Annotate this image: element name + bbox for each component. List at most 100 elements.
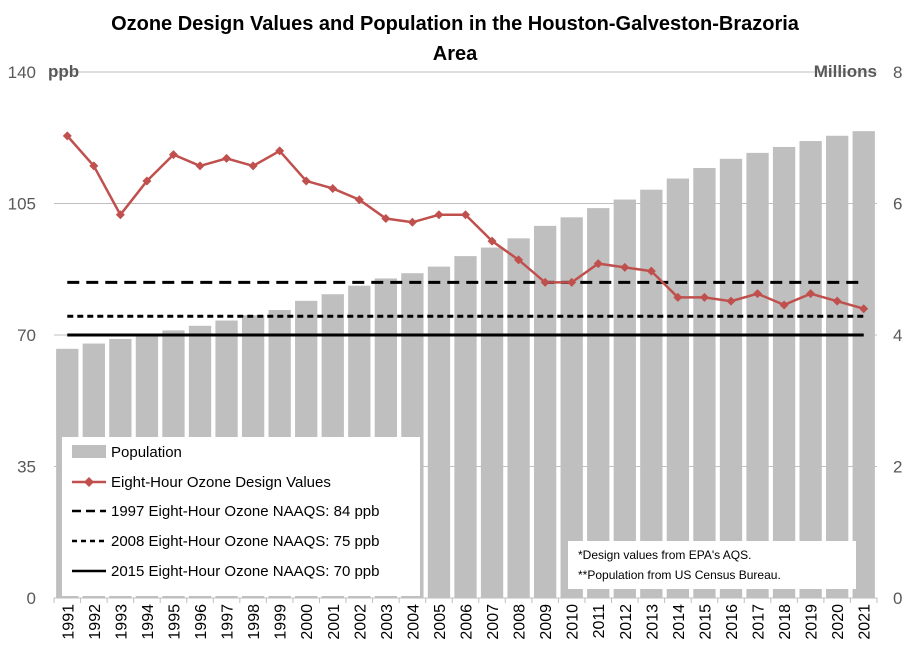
x-axis-tick-label: 2021 (857, 604, 874, 640)
legend-swatch-ozone-marker (84, 477, 94, 487)
x-axis-tick-label: 1997 (220, 604, 237, 640)
notes-box (568, 541, 856, 589)
population-bar (613, 199, 636, 598)
population-bar (454, 256, 477, 598)
x-axis-tick-label: 2018 (777, 604, 794, 640)
x-axis-tick-label: 2010 (565, 604, 582, 640)
legend-box (62, 437, 420, 596)
population-bar (666, 178, 690, 598)
x-axis-tick-label: 1992 (87, 604, 104, 640)
legend-label-ozone: Eight-Hour Ozone Design Values (111, 474, 331, 491)
x-axis-tick-label: 1998 (246, 604, 263, 640)
x-axis-tick-label: 2005 (432, 604, 449, 640)
population-bar (799, 141, 822, 598)
x-axis-tick-label: 1991 (60, 604, 77, 640)
x-axis-tick-label: 1996 (193, 604, 210, 640)
population-bar (507, 238, 530, 598)
x-axis-tick-label: 2016 (724, 604, 741, 640)
x-axis-tick-label: 2007 (485, 604, 502, 640)
x-axis-tick-label: 2020 (830, 604, 847, 640)
population-bar (719, 158, 743, 599)
legend-label-1997-naaqs: 1997 Eight-Hour Ozone NAAQS: 84 ppb (111, 503, 380, 520)
ozone-data-point (832, 296, 842, 306)
x-axis-tick-label: 2019 (804, 604, 821, 640)
right-axis-tick-label: 4 (893, 326, 902, 345)
ozone-data-point (620, 262, 630, 272)
ozone-data-point (434, 210, 444, 220)
legend: Population Eight-Hour Ozone Design Value… (62, 437, 420, 596)
ozone-data-point (593, 259, 603, 269)
ozone-data-point (726, 296, 736, 306)
ozone-data-point (168, 150, 178, 160)
left-axis-unit: ppb (48, 62, 79, 81)
ozone-data-point (89, 161, 99, 171)
ozone-data-point (328, 183, 338, 193)
x-axis-tick-label: 2015 (697, 604, 714, 640)
source-notes: *Design values from EPA's AQS. **Populat… (568, 541, 856, 589)
right-axis-tick-label: 0 (893, 589, 902, 608)
note-population: **Population from US Census Bureau. (578, 568, 781, 582)
x-axis-tick-label: 1993 (113, 604, 130, 640)
ozone-data-point (753, 289, 763, 299)
ozone-data-point (699, 292, 709, 302)
ozone-data-point (381, 214, 391, 224)
left-axis-tick-label: 105 (8, 195, 36, 214)
ozone-design-value-line (62, 131, 869, 314)
x-axis-tick-label: 2006 (459, 604, 476, 640)
population-bar (772, 146, 796, 598)
legend-swatch-population (72, 445, 106, 458)
chart-title-line1: Ozone Design Values and Population in th… (111, 13, 800, 35)
ozone-data-point (646, 266, 656, 276)
x-axis-tick-label: 1994 (140, 604, 157, 640)
x-axis-tick-label: 2000 (299, 604, 316, 640)
x-axis-tick-label: 1999 (273, 604, 290, 640)
ozone-data-point (142, 176, 152, 186)
ozone-data-point (222, 153, 232, 163)
ozone-data-point (195, 161, 205, 171)
legend-label-2008-naaqs: 2008 Eight-Hour Ozone NAAQS: 75 ppb (111, 533, 380, 550)
x-axis-tick-label: 2003 (379, 604, 396, 640)
ozone-data-point (354, 195, 364, 205)
x-axis-tick-label: 2008 (512, 604, 529, 640)
ozone-data-point (567, 277, 577, 287)
legend-label-population: Population (111, 444, 182, 461)
ozone-data-point (115, 210, 125, 220)
axes: 140 8 105 6 70 4 35 2 0 0 1991 1992 1993 1994 1995 1996… (8, 63, 903, 640)
population-bar (826, 135, 849, 598)
left-axis-tick-label: 140 (8, 63, 36, 82)
right-axis-tick-label: 2 (893, 458, 902, 477)
population-bar (533, 225, 557, 599)
ozone-data-point (487, 236, 497, 246)
x-axis-tick-label: 1995 (166, 604, 183, 640)
population-bar (587, 208, 610, 599)
ozone-data-point (859, 304, 869, 314)
population-bar (852, 131, 875, 599)
ozone-data-point (673, 292, 683, 302)
right-axis-tick-label: 6 (893, 195, 902, 214)
naaqs-lines (67, 280, 864, 337)
x-axis-tick-label: 2011 (591, 604, 608, 639)
chart-title-line2: Area (433, 43, 478, 65)
x-axis-tick-label: 2001 (326, 604, 343, 640)
right-axis-tick-label: 8 (893, 63, 902, 82)
x-axis-tick-label: 2013 (644, 604, 661, 640)
population-bar (746, 152, 769, 598)
population-bar (560, 217, 583, 598)
x-axis-tick-label: 2017 (751, 604, 768, 640)
population-bar (640, 189, 663, 598)
ozone-data-point (540, 277, 550, 287)
left-axis-tick-label: 0 (27, 589, 36, 608)
x-axis-tick-label: 2004 (405, 604, 422, 640)
x-axis-tick-label: 2002 (352, 604, 369, 640)
note-design-values: *Design values from EPA's AQS. (578, 548, 751, 562)
ozone-data-point (461, 210, 470, 220)
x-axis-tick-label: 2009 (538, 604, 555, 640)
ozone-data-point (514, 255, 524, 265)
x-axis-tick-label: 2014 (671, 604, 688, 640)
population-bar (427, 266, 451, 598)
ozone-data-point (806, 289, 816, 299)
population-bar (693, 167, 716, 598)
ozone-data-point (62, 131, 72, 141)
ozone-data-point (275, 146, 285, 156)
